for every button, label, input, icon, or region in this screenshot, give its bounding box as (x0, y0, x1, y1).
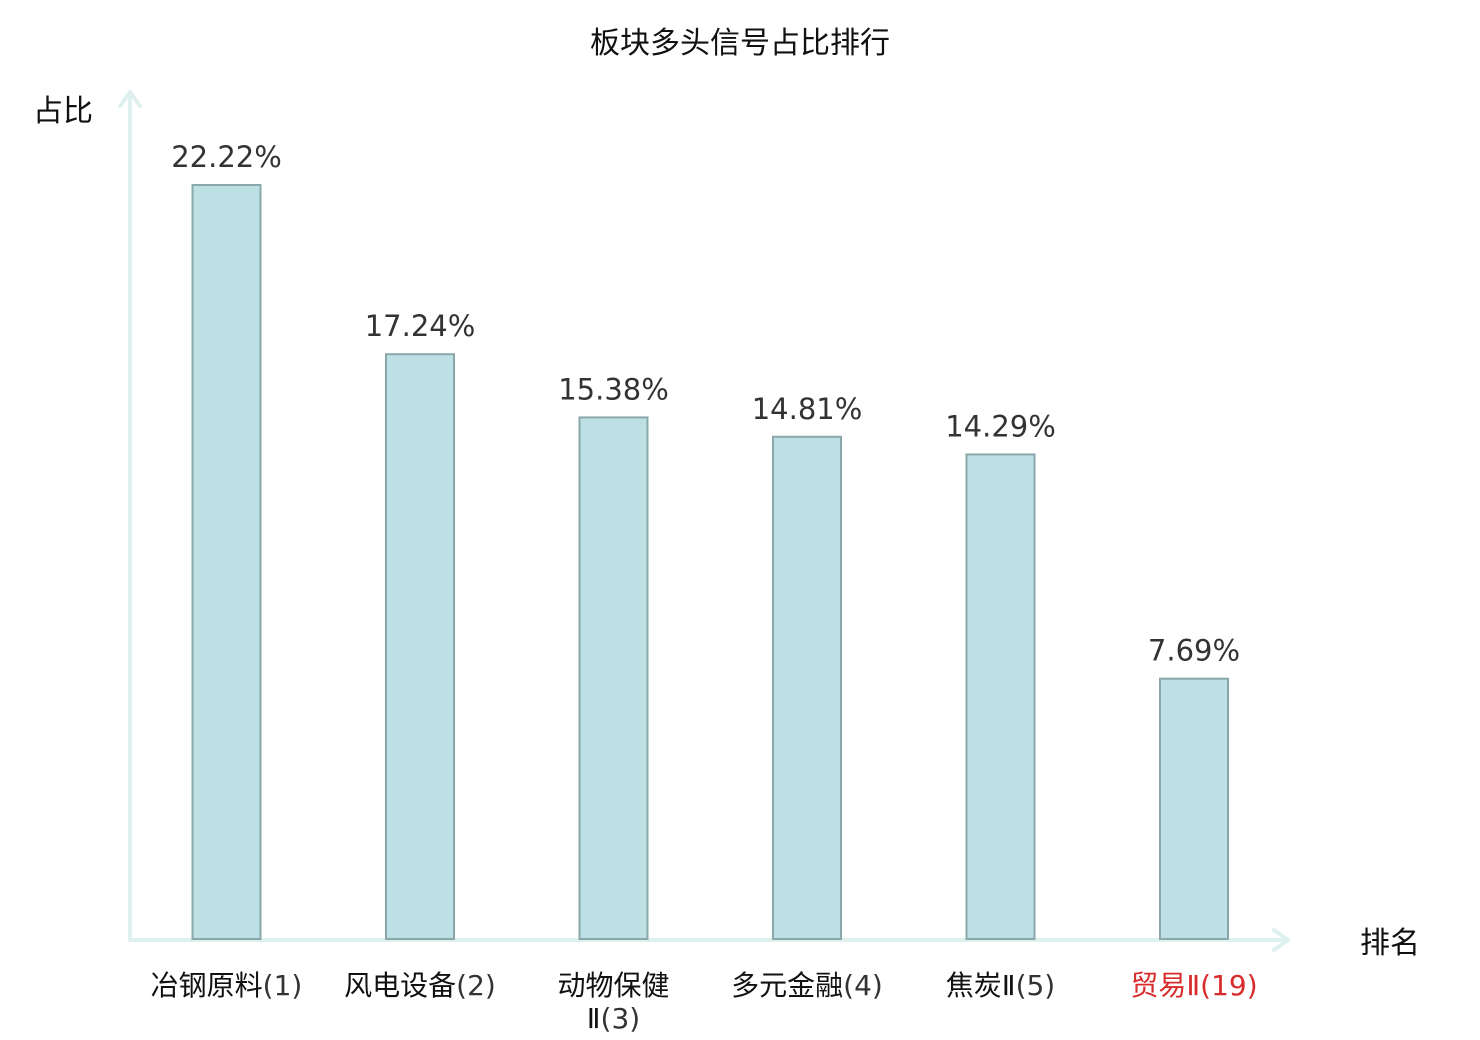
x-tick-label: 冶钢原料(1) (151, 969, 303, 1002)
bar-value-label: 14.29% (945, 409, 1056, 443)
y-axis-title: 占比 (33, 94, 93, 129)
bar-value-label: 7.69% (1148, 634, 1240, 668)
bar-value-label: 15.38% (558, 372, 669, 406)
bar-value-label: 14.81% (752, 392, 863, 426)
bar (578, 416, 649, 940)
bar (1159, 677, 1229, 940)
bar (965, 453, 1036, 940)
bar (385, 353, 455, 941)
x-axis-arrow (1272, 928, 1290, 952)
bar (772, 435, 842, 940)
bar-value-label: 17.24% (365, 309, 476, 343)
axes (118, 90, 1290, 952)
chart-title: 板块多头信号占比排行 (590, 26, 890, 61)
y-axis-arrow (118, 90, 142, 108)
x-tick-label: 贸易Ⅱ(19) (1130, 969, 1257, 1002)
x-tick-label: 多元金融(4) (731, 969, 883, 1002)
bar (191, 184, 262, 940)
x-tick-label: 风电设备(2) (344, 969, 496, 1002)
x-axis-title: 排名 (1360, 926, 1420, 961)
x-tick-label: 焦炭Ⅱ(5) (946, 969, 1055, 1002)
bar-series (191, 184, 1229, 941)
x-tick-label: 动物保健 Ⅱ(3) (557, 969, 669, 1035)
x-tick-labels: 冶钢原料(1) 风电设备(2) 动物保健 Ⅱ(3) 多元金融(4) 焦炭Ⅱ(5) 贸易Ⅱ(1… (151, 969, 1258, 1035)
value-labels: 22.22% 17.24% 15.38% 14.81% 14.29% 7.69% (171, 140, 1240, 668)
bar-value-label: 22.22% (171, 140, 282, 174)
